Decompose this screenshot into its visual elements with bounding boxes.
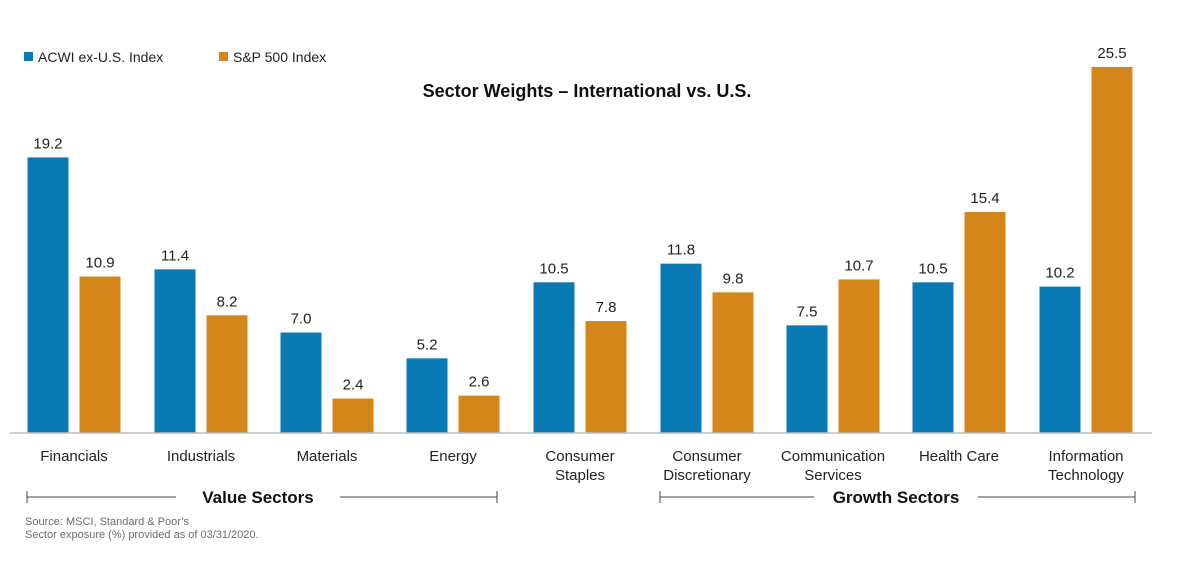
chart-title: Sector Weights – International vs. U.S. xyxy=(423,81,752,101)
bar-sp500-energy xyxy=(458,395,500,433)
value-label-sp500-energy: 2.6 xyxy=(469,374,490,391)
bars xyxy=(27,67,1133,433)
value-label-acwi-materials: 7.0 xyxy=(291,311,312,328)
bar-acwi-consumer-staples xyxy=(533,282,575,433)
sector-groups: Value Sectors Growth Sectors xyxy=(26,488,1136,507)
category-label-communication-services: Communication Services xyxy=(781,448,885,484)
value-label-acwi-information-technology: 10.2 xyxy=(1045,265,1074,282)
category-labels: Financials Industrials Materials Energy Cons… xyxy=(40,448,1124,484)
bar-acwi-communication-services xyxy=(786,325,828,433)
bar-acwi-health-care xyxy=(912,282,954,433)
bar-acwi-materials xyxy=(280,332,322,433)
value-label-acwi-industrials: 11.4 xyxy=(161,247,189,264)
bar-sp500-communication-services xyxy=(838,279,880,433)
bar-sp500-materials xyxy=(332,398,374,433)
as-of-line: Sector exposure (%) provided as of 03/31… xyxy=(25,529,259,541)
value-label-acwi-consumer-staples: 10.5 xyxy=(539,260,568,277)
category-label-industrials: Industrials xyxy=(167,448,235,465)
value-label-acwi-communication-services: 7.5 xyxy=(797,303,818,320)
value-label-acwi-financials: 19.2 xyxy=(33,135,62,152)
bar-sp500-consumer-discretionary xyxy=(712,292,754,433)
value-label-acwi-energy: 5.2 xyxy=(417,336,438,353)
category-label-information-technology: Information Technology xyxy=(1048,448,1124,484)
source-line: Source: MSCI, Standard & Poor’s xyxy=(25,516,190,528)
legend-label-sp500: S&P 500 Index xyxy=(233,49,326,65)
legend: ACWI ex-U.S. Index S&P 500 Index xyxy=(24,49,326,65)
value-label-sp500-consumer-discretionary: 9.8 xyxy=(723,270,744,287)
legend-swatch-acwi xyxy=(24,52,33,61)
bar-sp500-industrials xyxy=(206,315,248,433)
category-label-health-care: Health Care xyxy=(919,448,999,465)
value-label-sp500-health-care: 15.4 xyxy=(970,190,999,207)
bar-acwi-consumer-discretionary xyxy=(660,263,702,433)
group-label-growth-sectors: Growth Sectors xyxy=(833,488,960,507)
source-note: Source: MSCI, Standard & Poor’s Sector e… xyxy=(25,516,259,542)
value-label-sp500-communication-services: 10.7 xyxy=(844,257,873,274)
value-label-sp500-financials: 10.9 xyxy=(85,255,114,272)
value-label-sp500-information-technology: 25.5 xyxy=(1097,45,1126,62)
category-label-materials: Materials xyxy=(297,448,358,465)
category-label-consumer-discretionary: Consumer Discretionary xyxy=(663,448,751,484)
legend-label-acwi: ACWI ex-U.S. Index xyxy=(38,49,163,65)
category-label-energy: Energy xyxy=(429,448,477,465)
value-label-sp500-industrials: 8.2 xyxy=(217,293,238,310)
bar-sp500-health-care xyxy=(964,211,1006,433)
value-labels: 19.2 10.9 11.4 8.2 7.0 2.4 5.2 2.6 10.5 7.8 11.8 9.… xyxy=(33,45,1126,394)
group-label-value-sectors: Value Sectors xyxy=(202,488,314,507)
bar-sp500-information-technology xyxy=(1091,67,1133,433)
category-label-consumer-staples: Consumer Staples xyxy=(545,448,614,484)
bar-sp500-consumer-staples xyxy=(585,321,627,433)
bar-acwi-energy xyxy=(406,358,448,433)
bar-sp500-financials xyxy=(79,276,121,433)
value-label-acwi-consumer-discretionary: 11.8 xyxy=(667,242,695,259)
value-label-acwi-health-care: 10.5 xyxy=(918,260,947,277)
bar-acwi-financials xyxy=(27,157,69,433)
bar-acwi-industrials xyxy=(154,269,196,433)
bar-acwi-information-technology xyxy=(1039,286,1081,433)
category-label-financials: Financials xyxy=(40,448,108,465)
value-label-sp500-consumer-staples: 7.8 xyxy=(596,299,617,316)
value-label-sp500-materials: 2.4 xyxy=(343,377,364,394)
legend-swatch-sp500 xyxy=(219,52,228,61)
